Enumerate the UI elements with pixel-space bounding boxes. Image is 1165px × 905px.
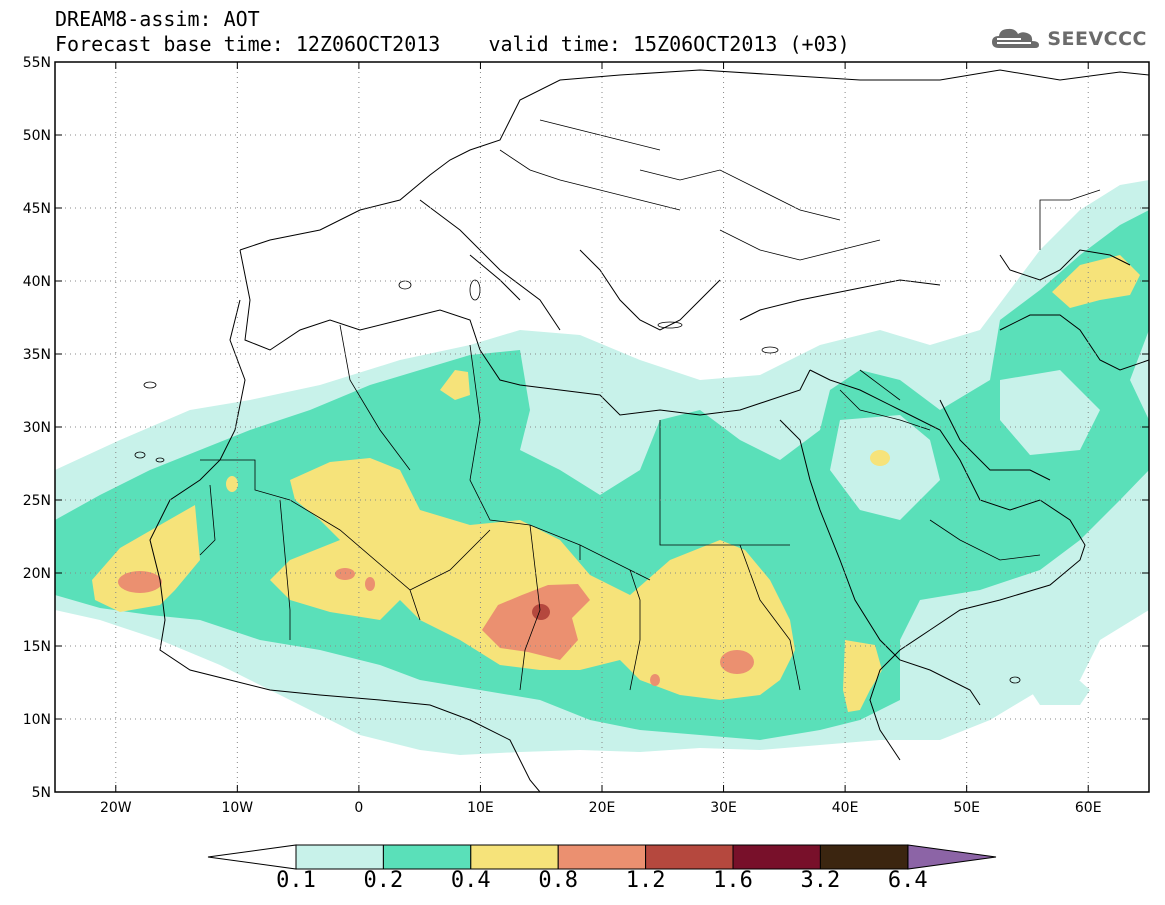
- colorbar-label: 3.2: [800, 868, 841, 893]
- colorbar-segment: [382, 844, 472, 870]
- brand-logo: SEEVCCC: [991, 26, 1147, 52]
- lat-tick-label: 30N: [23, 420, 51, 436]
- colorbar-over-arrow: [907, 844, 997, 870]
- colorbar-label: 0.1: [276, 868, 316, 893]
- colorbar: [207, 844, 997, 870]
- lon-tick-label: 10W: [221, 800, 253, 816]
- lat-tick-label: 45N: [23, 201, 51, 217]
- aot-level-0.4-central: [270, 458, 795, 700]
- colorbar-label: 1.2: [625, 868, 666, 893]
- lon-tick-label: 40E: [832, 800, 859, 816]
- colorbar-label: 6.4: [887, 868, 928, 893]
- aot-level-0.8-darfur: [720, 650, 754, 674]
- lat-tick-label: 10N: [23, 712, 51, 728]
- aot-level-0.4-tunisia: [440, 370, 470, 400]
- lat-tick-label: 50N: [23, 128, 51, 144]
- aot-level-0.4-arabia: [870, 450, 890, 466]
- lon-tick-label: 20W: [100, 800, 132, 816]
- colorbar-label: 0.2: [363, 868, 404, 893]
- aot-level-0.4-mauritania: [226, 476, 238, 492]
- colorbar-segment: [295, 844, 384, 870]
- cloud-logo-icon: [992, 28, 1040, 48]
- lon-tick-label: 50E: [953, 800, 980, 816]
- colorbar-under-arrow: [207, 844, 297, 870]
- aot-level-0.8-mali: [335, 568, 355, 580]
- brand-name: SEEVCCC: [1047, 28, 1147, 50]
- colorbar-segment: [819, 844, 909, 870]
- aot-field: [55, 62, 1149, 792]
- lon-tick-label: 20E: [589, 800, 616, 816]
- axis-ticks: 20W 10W 0 10E 20E 30E 40E 50E 60E 55N 50N 45N 40N 35N…: [23, 55, 1149, 816]
- map-title: DREAM8-assim: AOT: [55, 7, 260, 31]
- lon-tick-label: 30E: [710, 800, 737, 816]
- aot-level-0.1-hole-2: [830, 415, 940, 520]
- aot-level-0.4-ethiopia: [843, 640, 882, 712]
- coastlines: [149, 69, 1149, 792]
- lat-tick-label: 5N: [32, 785, 51, 801]
- colorbar-label: 0.4: [450, 868, 491, 893]
- graticule: [55, 62, 1149, 792]
- colorbar-label: 0.8: [538, 868, 579, 893]
- lon-tick-label: 0: [354, 800, 363, 816]
- lat-tick-label: 25N: [23, 493, 51, 509]
- lat-tick-label: 20N: [23, 566, 51, 582]
- colorbar-segment: [557, 844, 647, 870]
- aot-level-0.8-chad: [482, 584, 590, 660]
- lat-tick-label: 55N: [23, 55, 51, 71]
- aot-level-1.2-core: [532, 604, 550, 620]
- lat-tick-label: 15N: [23, 639, 51, 655]
- aot-level-0.1-hole-3: [1000, 370, 1100, 455]
- aot-level-0.8-sudan: [650, 674, 660, 686]
- map-subtitle: Forecast base time: 12Z06OCT2013 valid t…: [55, 32, 850, 56]
- lat-tick-label: 40N: [23, 274, 51, 290]
- colorbar-segment: [645, 844, 734, 870]
- aot-level-0.8-mali-2: [365, 577, 375, 591]
- colorbar-label: 1.6: [713, 868, 753, 893]
- country-borders: [199, 119, 1101, 691]
- lon-tick-label: 10E: [467, 800, 494, 816]
- aot-level-0.1-patch: [1030, 672, 1090, 705]
- colorbar-segment: [732, 844, 821, 870]
- lat-tick-label: 35N: [23, 347, 51, 363]
- aot-level-0.1-hole: [540, 395, 640, 480]
- lon-tick-label: 60E: [1075, 800, 1102, 816]
- colorbar-segment: [470, 844, 559, 870]
- aot-level-0.8-senegal: [118, 571, 162, 593]
